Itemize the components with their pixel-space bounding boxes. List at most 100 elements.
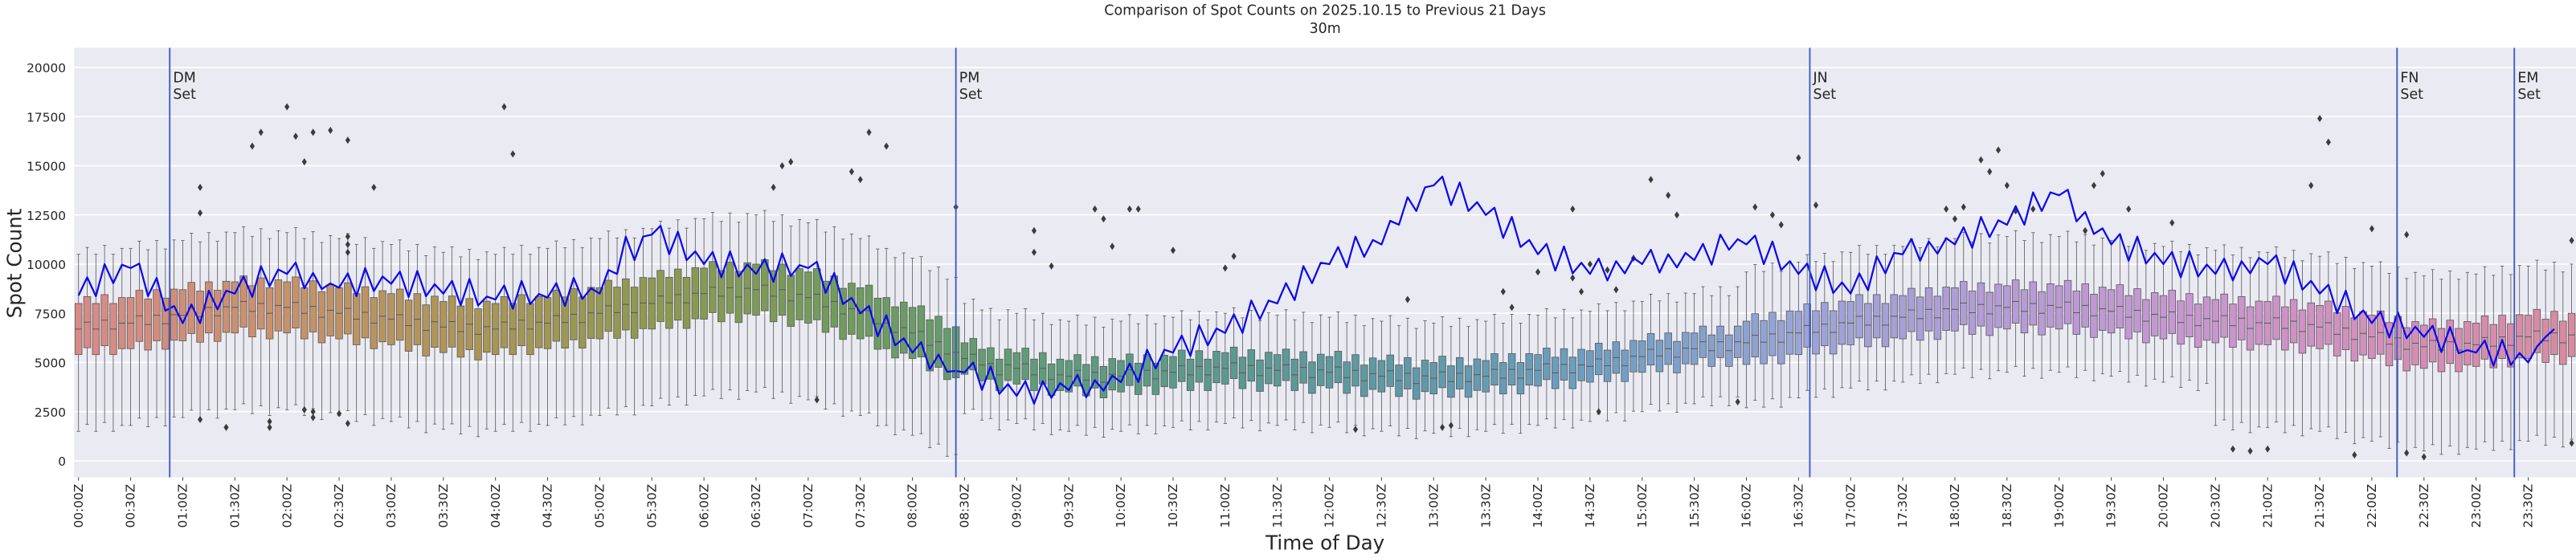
- x-tick-label: 06:30Z: [749, 484, 763, 528]
- box-group: [1108, 319, 1117, 430]
- box-group: [274, 230, 283, 409]
- box-group: [387, 244, 395, 422]
- box-group: [205, 232, 213, 410]
- x-tick-label: 08:00Z: [906, 484, 920, 528]
- box-group: [1099, 326, 1108, 438]
- box-group: [1282, 309, 1290, 421]
- x-tick-label: 22:30Z: [2417, 484, 2431, 528]
- box-group: [1499, 323, 1507, 434]
- box-group: [2124, 246, 2132, 383]
- event-label: PM: [959, 71, 980, 87]
- y-tick-label: 2500: [35, 405, 66, 420]
- box-group: [1056, 319, 1065, 430]
- box-group: [1951, 238, 1959, 375]
- outlier: [292, 132, 299, 141]
- box-group: [1386, 315, 1394, 426]
- outlier: [2352, 451, 2357, 459]
- box-group: [170, 239, 178, 417]
- box-group: [2116, 235, 2124, 372]
- x-tick-label: 12:00Z: [1323, 484, 1337, 528]
- box-group: [1890, 245, 1899, 382]
- box-group: [1360, 325, 1368, 437]
- box-group: [908, 258, 917, 436]
- box-group: [1169, 316, 1177, 428]
- box-group: [1195, 311, 1204, 422]
- x-tick-label: 05:00Z: [593, 484, 607, 528]
- box-group: [1638, 301, 1646, 413]
- box-group: [361, 237, 370, 415]
- event-label: DM: [173, 71, 195, 87]
- x-tick-label: 13:00Z: [1426, 484, 1441, 528]
- box-group: [1664, 293, 1672, 405]
- box-group: [2341, 256, 2350, 433]
- box-group: [821, 231, 830, 409]
- x-tick-label: 17:30Z: [1895, 484, 1910, 528]
- event-label: Set: [173, 87, 196, 103]
- box-group: [1265, 312, 1273, 424]
- y-tick-label: 15000: [27, 160, 66, 174]
- box-group: [1586, 311, 1594, 422]
- box-group: [2055, 236, 2063, 373]
- box-group: [483, 251, 491, 430]
- box-group: [1464, 326, 1473, 438]
- box-group: [978, 309, 986, 421]
- box-group: [1543, 308, 1551, 420]
- x-tick-label: 04:00Z: [489, 484, 503, 528]
- box-group: [1212, 312, 1221, 423]
- outlier: [1778, 221, 1784, 229]
- x-tick-label: 18:00Z: [1948, 484, 1962, 528]
- box-group: [943, 279, 951, 457]
- outlier: [1769, 211, 1776, 219]
- box-group: [2229, 255, 2237, 430]
- box-group: [1846, 251, 1854, 389]
- box-group: [752, 214, 760, 393]
- box-group: [2263, 251, 2271, 428]
- box-group: [326, 235, 334, 413]
- x-tick-label: 18:30Z: [2000, 484, 2014, 528]
- box-group: [534, 246, 543, 426]
- box-group: [604, 230, 612, 409]
- box-group: [213, 240, 222, 419]
- outlier: [1126, 205, 1132, 213]
- box-group: [2211, 250, 2220, 426]
- box-group: [682, 227, 691, 406]
- box-group: [1012, 312, 1021, 424]
- x-tick-label: 03:30Z: [436, 484, 451, 528]
- box-group: [1821, 253, 1829, 389]
- outlier: [371, 183, 377, 191]
- box-group: [865, 235, 873, 413]
- box-group: [248, 236, 256, 414]
- outlier: [1101, 215, 1106, 223]
- box-group: [222, 231, 231, 409]
- box-group: [1368, 318, 1377, 430]
- box-group: [1794, 262, 1803, 398]
- y-tick-label: 7500: [35, 307, 66, 321]
- box-group: [2150, 242, 2159, 380]
- box-group: [2507, 274, 2515, 450]
- box-group: [2090, 244, 2098, 381]
- box-group: [1143, 315, 1151, 426]
- box-group: [2489, 275, 2498, 451]
- box-group: [1221, 312, 1229, 424]
- outlier: [2569, 237, 2574, 245]
- box-group: [292, 227, 300, 405]
- box-group: [2142, 250, 2150, 387]
- box-group: [1404, 317, 1412, 429]
- y-axis-label: Spot Count: [3, 208, 27, 318]
- outlier: [1796, 154, 1801, 162]
- box-group: [1299, 312, 1307, 423]
- x-tick-label: 07:00Z: [801, 484, 816, 528]
- box-group: [2472, 273, 2480, 450]
- outlier: [1570, 205, 1576, 213]
- box-group: [1473, 319, 1482, 430]
- box-group: [960, 303, 969, 414]
- box-group: [2567, 263, 2576, 440]
- box-group: [1073, 315, 1082, 426]
- outlier: [1752, 203, 1758, 211]
- x-tick-label: 08:30Z: [958, 484, 972, 528]
- event-label: EM: [2517, 71, 2538, 87]
- x-tick-label: 19:30Z: [2104, 484, 2119, 528]
- box-group: [1812, 261, 1820, 398]
- box-group: [1325, 316, 1334, 428]
- box-group: [1907, 238, 1916, 376]
